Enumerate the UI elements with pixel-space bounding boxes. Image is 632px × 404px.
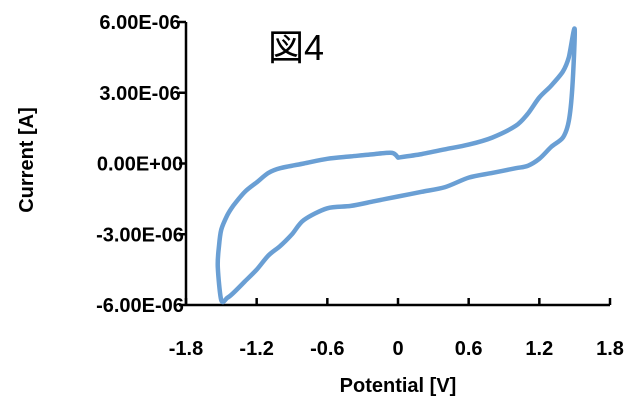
y-tick-label: 0.00E+00 xyxy=(97,154,183,176)
y-axis-title: Current [A] xyxy=(16,107,38,213)
x-tick-label: -0.6 xyxy=(310,338,344,360)
x-tick-label: 1.2 xyxy=(525,338,553,360)
series-line xyxy=(215,26,578,305)
x-axis-title: Potential [V] xyxy=(340,375,457,397)
y-tick-label: -6.00E-06 xyxy=(96,295,184,317)
ticks: 6.00E-06 3.00E-06 0.00E+00 -3.00E-06 -6.00E-… xyxy=(96,12,624,360)
chart-annotation: 図4 xyxy=(268,27,324,68)
x-tick-label: 0.6 xyxy=(455,338,483,360)
y-tick-label: 6.00E-06 xyxy=(99,12,180,34)
series-layer xyxy=(215,26,578,305)
y-tick-label: -3.00E-06 xyxy=(96,224,184,246)
y-tick-label: 3.00E-06 xyxy=(99,83,180,105)
x-tick-label: -1.2 xyxy=(239,338,273,360)
x-tick-label: 1.8 xyxy=(596,338,624,360)
x-tick-label: 0 xyxy=(392,338,403,360)
x-tick-label: -1.8 xyxy=(169,338,203,360)
axes xyxy=(184,22,610,307)
